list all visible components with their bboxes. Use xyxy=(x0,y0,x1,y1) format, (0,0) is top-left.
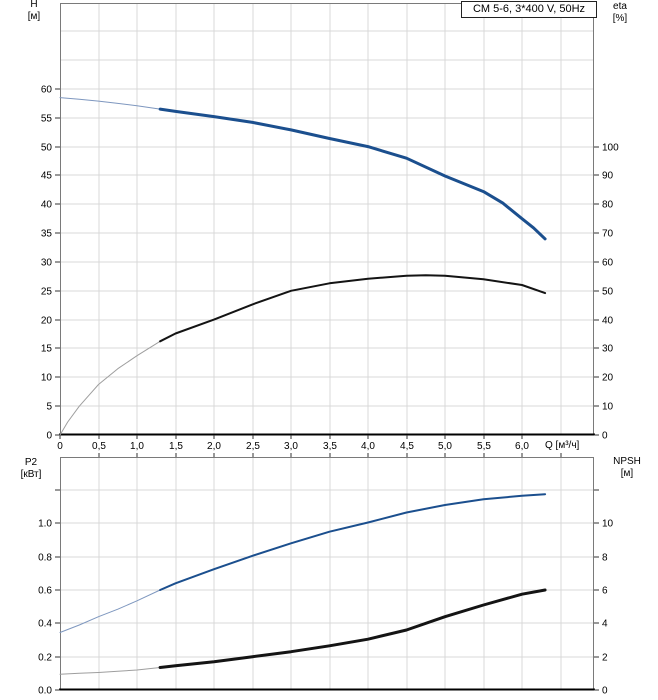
left-axis-tick-label: 20 xyxy=(41,316,53,327)
left-axis-title-p2: P2 xyxy=(24,457,38,468)
curve-eta-thin xyxy=(59,340,161,436)
right-axis-tick-label: 0 xyxy=(602,686,608,697)
right-axis-tick-label: 80 xyxy=(602,200,614,211)
left-axis-tick-label: 1.0 xyxy=(38,519,52,530)
left-axis-tick-label: 45 xyxy=(41,171,53,182)
curve-P2-thin xyxy=(59,589,161,633)
left-axis-tick-label: 40 xyxy=(41,200,53,211)
x-axis-tick-label: 1,5 xyxy=(169,441,183,452)
right-axis-tick-label: 60 xyxy=(602,258,614,269)
left-axis-tick-label: 0.6 xyxy=(38,586,52,597)
x-axis-tick-label: 0,5 xyxy=(92,441,106,452)
x-axis-tick-label: 3,0 xyxy=(284,441,298,452)
left-axis-tick-label: 50 xyxy=(41,143,53,154)
right-axis-tick-label: 4 xyxy=(602,619,608,630)
pump-model-badge: CM 5-6, 3*400 V, 50Hz xyxy=(461,1,597,18)
left-axis-title-h: H xyxy=(30,0,38,10)
x-axis-tick-label: 6,0 xyxy=(515,441,529,452)
left-axis-tick-label: 30 xyxy=(41,258,53,269)
plot-border xyxy=(60,457,594,690)
right-axis-tick-label: 100 xyxy=(602,143,619,154)
plot-border xyxy=(60,3,594,435)
right-axis-tick-label: 2 xyxy=(602,653,608,664)
right-axis-tick-label: 40 xyxy=(602,316,614,327)
x-axis-tick-label: 5,5 xyxy=(477,441,491,452)
curve-NPSH-thin xyxy=(59,667,161,675)
right-axis-tick-label: 50 xyxy=(602,287,614,298)
x-axis-tick-label: 3,5 xyxy=(323,441,337,452)
right-axis-tick-label: 70 xyxy=(602,229,614,240)
right-axis-unit-percent: [%] xyxy=(612,13,628,24)
left-axis-unit-m: [м] xyxy=(27,11,41,22)
curve-NPSH-thick xyxy=(158,588,547,669)
x-axis-tick-label: 4,5 xyxy=(400,441,414,452)
left-axis-tick-label: 5 xyxy=(46,402,52,413)
x-axis-tick-label: 4,0 xyxy=(361,441,375,452)
curve-P2-thick xyxy=(159,493,547,591)
right-axis-tick-label: 6 xyxy=(602,586,608,597)
curve-H-thick xyxy=(158,107,547,241)
left-axis-tick-label: 35 xyxy=(41,229,53,240)
right-axis-tick-label: 0 xyxy=(602,431,608,442)
left-axis-tick-label: 60 xyxy=(41,85,53,96)
x-axis-tick-label: 2,5 xyxy=(246,441,260,452)
curve-H-thin xyxy=(59,97,161,110)
left-axis-tick-label: 25 xyxy=(41,287,53,298)
right-axis-title-npsh: NPSH xyxy=(613,456,641,467)
x-axis-tick-label: 1,0 xyxy=(130,441,144,452)
right-axis-tick-label: 20 xyxy=(602,373,614,384)
right-axis-tick-label: 8 xyxy=(602,553,608,564)
left-axis-tick-label: 0.4 xyxy=(38,619,52,630)
right-axis-tick-label: 90 xyxy=(602,171,614,182)
left-axis-tick-label: 0.2 xyxy=(38,653,52,664)
left-axis-tick-label: 10 xyxy=(41,373,53,384)
right-axis-tick-label: 10 xyxy=(602,519,614,530)
x-axis-tick-label: 5,0 xyxy=(438,441,452,452)
x-axis-tick-label: 0 xyxy=(57,441,63,452)
left-axis-unit-kwt: [кВт] xyxy=(20,469,42,480)
right-axis-tick-label: 30 xyxy=(602,344,614,355)
left-axis-tick-label: 0.8 xyxy=(38,553,52,564)
x-axis-tick-label: 2,0 xyxy=(207,441,221,452)
right-axis-tick-label: 10 xyxy=(602,402,614,413)
left-axis-tick-label: 0.0 xyxy=(38,686,52,697)
right-axis-title-eta: eta xyxy=(613,1,627,12)
x-axis-title-q: Q [м³/ч] xyxy=(545,440,580,451)
left-axis-tick-label: 15 xyxy=(41,344,53,355)
right-axis-unit-m: [м] xyxy=(620,468,634,479)
left-axis-tick-label: 0 xyxy=(46,431,52,442)
curve-eta-thick xyxy=(159,274,547,343)
left-axis-tick-label: 55 xyxy=(41,114,53,125)
